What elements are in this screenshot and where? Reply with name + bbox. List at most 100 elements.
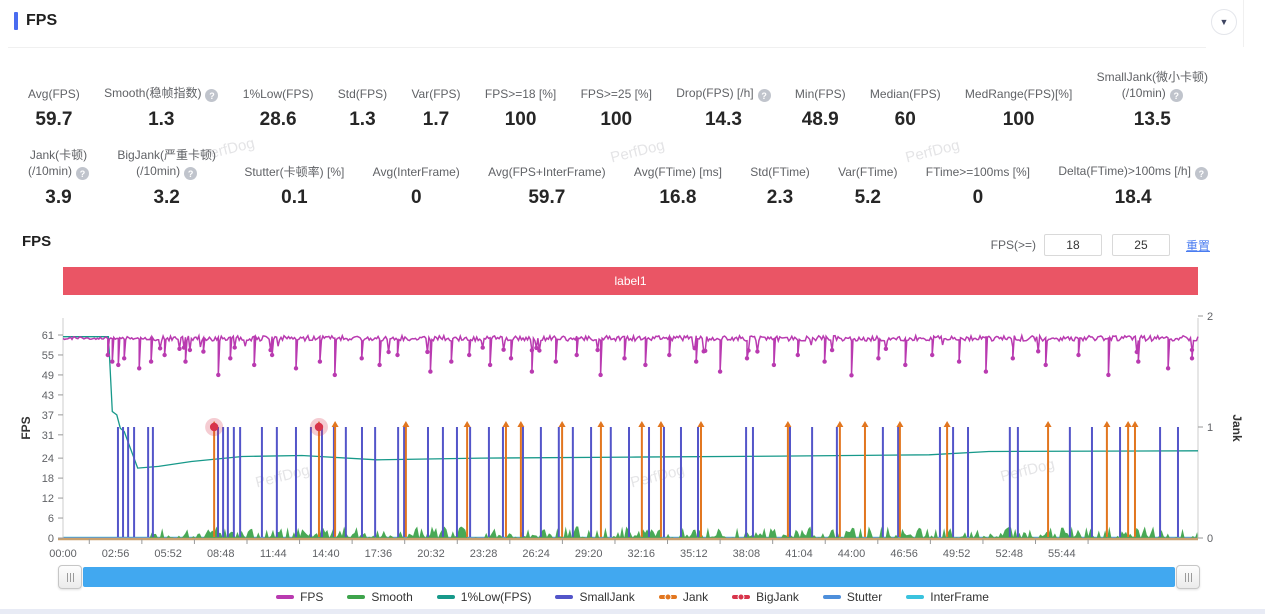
scrollbar-track[interactable] (83, 567, 1175, 587)
chart-title: FPS (22, 233, 52, 250)
axis-tick-label: 49:52 (943, 548, 971, 560)
help-icon[interactable]: ? (76, 167, 90, 180)
help-icon[interactable]: ? (205, 89, 219, 102)
stat-drop-fps-h: Drop(FPS) [/h]? 14.3 (676, 68, 771, 131)
scrollbar-handle-left[interactable] (58, 565, 82, 589)
chart-legend: FPS Smooth 1%Low(FPS) SmallJank Jank BigJank S… (0, 590, 1265, 604)
stat-avg-fps-interframe: Avg(FPS+InterFrame) 59.7 (488, 146, 605, 209)
legend-item-fps[interactable]: FPS (276, 590, 323, 604)
fps-dip-marker (116, 362, 121, 368)
fps-dip-marker (1136, 359, 1141, 364)
help-icon[interactable]: ? (1194, 167, 1208, 180)
axis-tick-label: 08:48 (207, 548, 235, 560)
legend-item-interframe[interactable]: InterFrame (906, 590, 989, 604)
stat-avg-ftime-ms: Avg(FTime) [ms] 16.8 (634, 146, 722, 209)
axis-tick-label: 0 (48, 533, 54, 545)
legend-swatch-1-low-fps (436, 595, 455, 599)
label-banner-text: label1 (614, 274, 647, 288)
fps-dip-marker (377, 362, 382, 368)
legend-swatch-fps (276, 595, 295, 599)
fps-dip-marker (755, 349, 760, 354)
fps-dip-marker (1010, 356, 1015, 361)
stat-label: Smooth(稳帧指数) (104, 85, 202, 100)
stat-ftime-100ms: FTime>=100ms [%] 0 (926, 146, 1030, 209)
legend-label: 1%Low(FPS) (460, 590, 532, 604)
stat-medrange-fps: MedRange(FPS)[%] 100 (965, 68, 1072, 131)
stat-fps-25: FPS>=25 [%] 100 (581, 68, 652, 131)
collapse-button[interactable]: ▼ (1211, 9, 1237, 35)
jank-marker (517, 421, 525, 427)
jank-marker (558, 421, 566, 427)
stat-value: 100 (1002, 109, 1035, 130)
axis-tick-label: 20:32 (417, 548, 445, 560)
legend-item-smooth[interactable]: Smooth (347, 590, 413, 604)
jank-marker (784, 421, 792, 427)
reset-link[interactable]: 重置 (1185, 238, 1210, 253)
legend-label: InterFrame (930, 590, 989, 604)
help-icon[interactable]: ? (184, 167, 198, 180)
fps-dip-marker (903, 362, 908, 368)
stat-avg-interframe: Avg(InterFrame) 0 (373, 146, 460, 209)
jank-marker (697, 421, 705, 427)
axis-tick-label: 41:04 (785, 548, 813, 560)
series-bigjank-dot (209, 422, 219, 432)
fps-dip-marker (622, 356, 627, 361)
fps-dip-marker (187, 347, 193, 353)
fps-dip-marker (1189, 347, 1195, 353)
legend-label: BigJank (756, 590, 799, 604)
axis-tick-label: 18 (42, 473, 54, 485)
legend-item-1-low-fps[interactable]: 1%Low(FPS) (436, 590, 532, 604)
jank-marker (943, 421, 951, 427)
fps-dip-marker (1134, 349, 1140, 355)
legend-item-stutter[interactable]: Stutter (822, 590, 882, 604)
axis-tick-label: 52:48 (995, 548, 1023, 560)
fps-dip-marker (177, 346, 182, 351)
jank-marker (463, 421, 471, 427)
fps-dip-marker (110, 359, 115, 364)
axis-tick-label: 12 (42, 493, 54, 505)
fps-threshold-input-low[interactable] (1043, 234, 1102, 256)
stat-bigjank: BigJank(严重卡顿) (/10min)? 3.2 (117, 146, 216, 209)
stat-var-ftime: Var(FTime) 5.2 (838, 146, 897, 209)
stat-label: Stutter(卡顿率) [%] (244, 165, 345, 179)
help-icon[interactable]: ? (1169, 89, 1183, 102)
help-icon[interactable]: ? (757, 89, 771, 102)
stat-delta-ftime-100ms-h: Delta(FTime)>100ms [/h]? 18.4 (1058, 146, 1208, 209)
scrollbar-handle-right[interactable] (1176, 565, 1200, 589)
fps-dip-marker (105, 352, 111, 358)
fps-dip-marker (317, 359, 323, 364)
stat-value: 0 (972, 187, 984, 208)
fps-dip-marker (983, 369, 989, 374)
stat-value: 3.9 (45, 187, 72, 208)
stat-value: 1.3 (148, 109, 175, 130)
stat-label: Avg(FPS) (28, 87, 80, 101)
header-vline (1243, 0, 1244, 47)
legend-item-smalljank[interactable]: SmallJank (555, 590, 635, 604)
legend-item-bigjank[interactable]: BigJank (732, 590, 799, 604)
axis-tick-label: 23:28 (470, 548, 498, 560)
stat-value: 60 (894, 109, 916, 130)
stat-label: 1%Low(FPS) (242, 87, 314, 101)
fps-dip-marker (508, 356, 514, 361)
stat-value: 59.7 (35, 109, 73, 130)
axis-tick-label: 37 (42, 410, 54, 422)
fps-dip-marker (395, 352, 400, 358)
jank-marker (1044, 421, 1052, 427)
fps-threshold-input-high[interactable] (1111, 234, 1170, 256)
stat-label: Var(FPS) (411, 87, 461, 101)
axis-tick-label: 31 (42, 430, 54, 442)
fps-dip-marker (703, 348, 708, 353)
fps-chart[interactable]: 61 55 49 43 37 31 24 18 12 6 0 2 1 0 00:00 02:56 05:52 08… (0, 308, 1265, 560)
jank-marker (502, 421, 510, 427)
axis-tick-label: 26:24 (522, 548, 550, 560)
axis-tick-label: 55 (42, 350, 54, 362)
stat-label: Avg(FPS+InterFrame) (488, 165, 606, 179)
stat-value: 100 (504, 109, 537, 130)
stat-stutter: Stutter(卡顿率) [%] 0.1 (244, 146, 344, 209)
axis-tick-label: 49 (42, 370, 54, 382)
stat-label: BigJank(严重卡顿) (117, 147, 217, 162)
chart-controls: FPS(>=) 重置 (991, 234, 1210, 256)
legend-item-jank[interactable]: Jank (658, 590, 708, 604)
fps-dip-marker (157, 346, 163, 351)
fps-dip-marker (480, 345, 485, 350)
